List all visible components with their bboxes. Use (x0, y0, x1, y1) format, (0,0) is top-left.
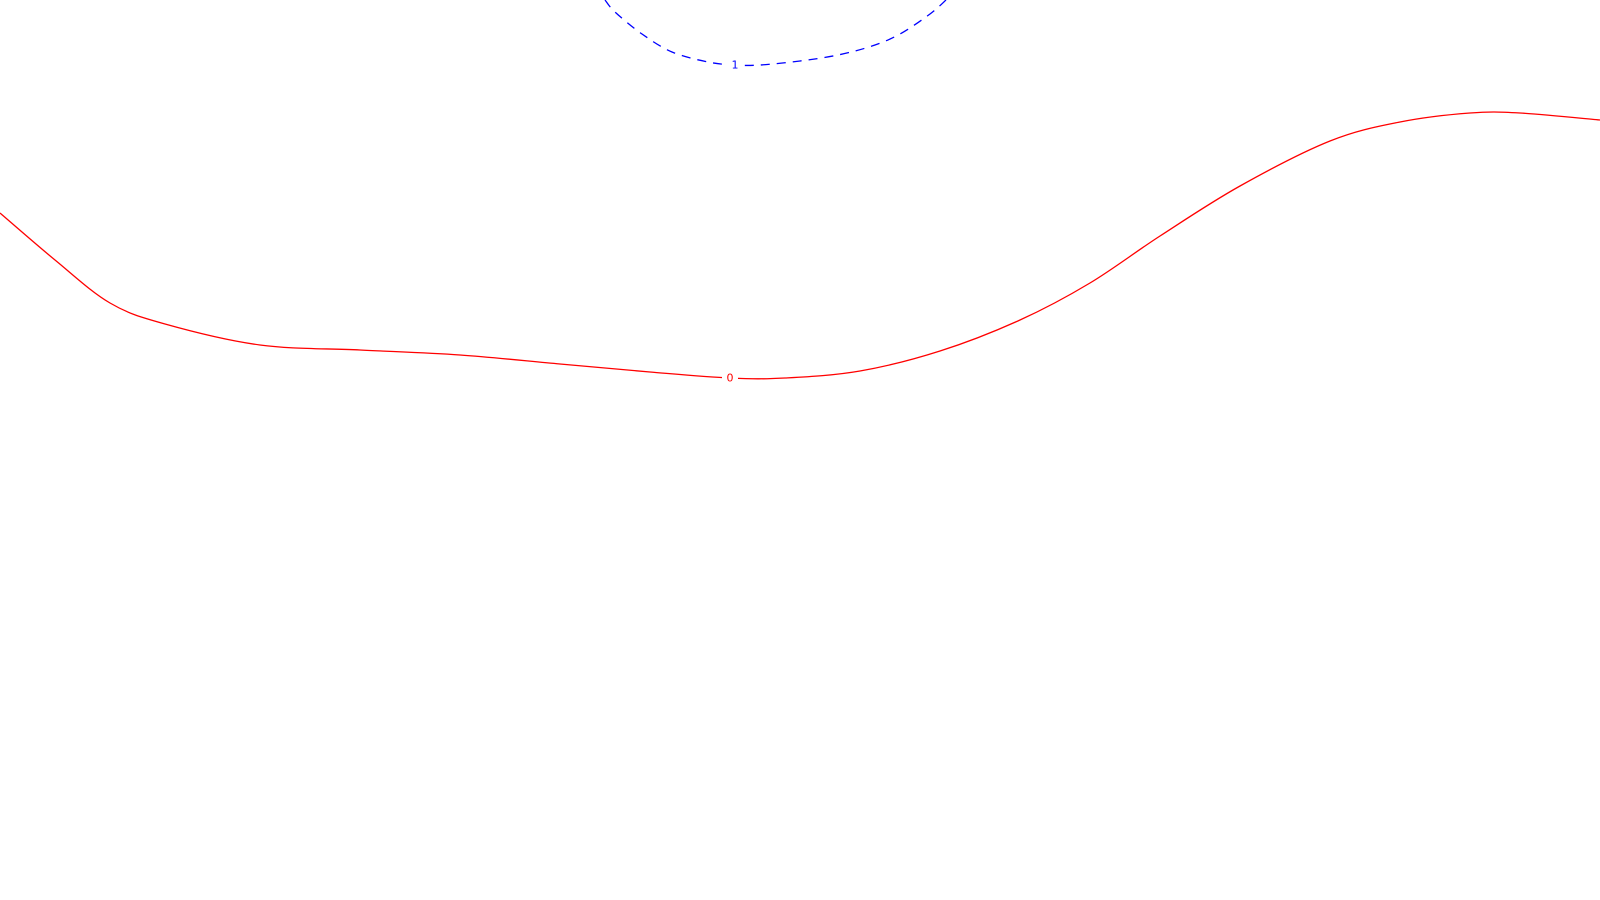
contour-labels: 10 (722, 58, 743, 385)
contour-label-gap-1 (727, 58, 743, 72)
contour-line-1 (604, 0, 947, 67)
contour-label-0: 0 (727, 372, 734, 385)
contour-lines (0, 0, 1600, 380)
contour-label-gap-0 (722, 371, 738, 385)
contour-label-1: 1 (732, 59, 739, 72)
contour-line-0 (0, 111, 1600, 380)
